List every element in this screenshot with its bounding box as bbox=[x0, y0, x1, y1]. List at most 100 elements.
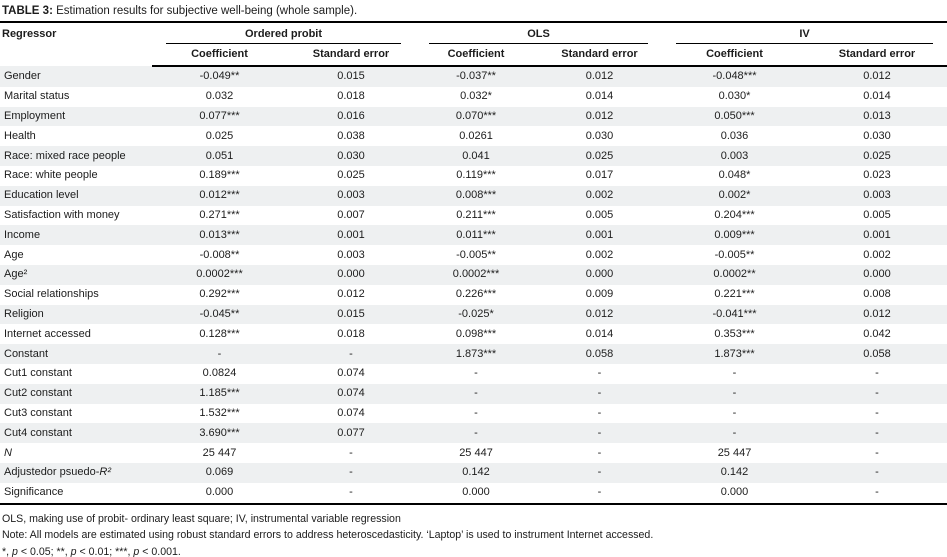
table-cell: 0.098*** bbox=[455, 327, 497, 340]
table-cell: 0.051 bbox=[205, 149, 234, 162]
table-cell: - bbox=[875, 446, 879, 459]
table-cell: 0.002 bbox=[585, 248, 614, 261]
table-cell: 0.002* bbox=[718, 189, 751, 202]
table-cell: 0.014 bbox=[585, 327, 614, 340]
table-cell: 0.074 bbox=[337, 367, 365, 380]
table-cell: 0.030 bbox=[585, 129, 614, 142]
table-row: Gender -0.049** 0.015 -0.037** 0.012 -0.048**… bbox=[0, 66, 947, 87]
table-cell: 0.0261 bbox=[459, 129, 493, 142]
group-header-ordered-probit: Ordered probit bbox=[152, 23, 415, 44]
table-cell: 0.003 bbox=[337, 189, 365, 202]
row-label: Religion bbox=[4, 307, 44, 320]
table-cell: 0.002 bbox=[585, 189, 614, 202]
table-cell: 0.009 bbox=[585, 288, 614, 301]
table-cell: 0.030 bbox=[863, 129, 891, 142]
table-row: Race: mixed race people 0.051 0.030 0.041 0.… bbox=[0, 146, 947, 166]
table-row: Significance 0.000-0.000-0.000- bbox=[0, 482, 947, 505]
results-table: Regressor Ordered probit OLS IV Coeffici… bbox=[0, 23, 947, 505]
table-cell: 0.003 bbox=[720, 149, 749, 162]
row-label: Age² bbox=[4, 268, 28, 281]
table-cell: 0.070*** bbox=[455, 109, 497, 122]
table-cell: 0.009*** bbox=[714, 228, 755, 241]
table-cell: 0.226*** bbox=[455, 288, 497, 301]
table-body: Gender -0.049** 0.015 -0.037** 0.012 -0.048**… bbox=[0, 66, 947, 505]
table-cell: 0.030 bbox=[337, 149, 365, 162]
table-cell: 1.185*** bbox=[199, 387, 240, 400]
footnote-line: *, p < 0.05; **, p < 0.01; ***, p < 0.00… bbox=[2, 545, 181, 557]
table-row: Cut2 constant 1.185*** 0.074 - - - - bbox=[0, 383, 947, 404]
row-label: Significance bbox=[0, 482, 152, 505]
table-cell: 0.018 bbox=[337, 90, 365, 103]
table-cell: 0.119*** bbox=[456, 169, 496, 182]
table-cell: 0.042 bbox=[863, 327, 891, 340]
table-cell: -0.049** bbox=[199, 70, 240, 83]
table-cell: - bbox=[474, 426, 478, 439]
table-cell: 0.012 bbox=[585, 70, 614, 83]
table-row: Satisfaction with money 0.271*** 0.007 0.21… bbox=[0, 206, 947, 226]
table-cell: - bbox=[597, 426, 602, 439]
table-cell: 0.012 bbox=[337, 288, 365, 301]
table-cell: 0.036 bbox=[720, 129, 749, 142]
table-cell: 0.211*** bbox=[456, 208, 496, 221]
row-label: N bbox=[4, 446, 12, 459]
table-cell: 0.003 bbox=[337, 248, 365, 261]
column-header-op-coefficient: Coefficient bbox=[152, 44, 287, 67]
table-cell: 0.011*** bbox=[456, 228, 496, 241]
table-cell: - bbox=[875, 466, 879, 479]
row-label: Gender bbox=[4, 69, 41, 82]
table-cell: - bbox=[732, 406, 737, 419]
table-cell: 0.000 bbox=[337, 268, 365, 281]
table-cell: 0.017 bbox=[585, 169, 614, 182]
table-cell: 0.005 bbox=[863, 208, 891, 221]
table-cell: 0.058 bbox=[863, 347, 891, 360]
table-row: Adjustedor psuedo-R² 0.069 - 0.142 - 0.142 - bbox=[0, 462, 947, 483]
table-cell: - bbox=[597, 367, 602, 380]
table-cell: - bbox=[474, 367, 478, 380]
table-cell: 1.873*** bbox=[455, 347, 497, 360]
table-cell: 25 447 bbox=[459, 446, 493, 459]
table-cell: 0.032 bbox=[205, 90, 234, 103]
table-cell: 0.025 bbox=[863, 149, 891, 162]
row-label: Constant bbox=[4, 347, 49, 360]
table-cell: - bbox=[217, 347, 222, 360]
table-cell: 0.142 bbox=[462, 466, 490, 479]
table-cell: - bbox=[875, 387, 879, 400]
table-cell: 0.0002*** bbox=[452, 268, 500, 281]
table-row: Age² 0.0002*** 0.000 0.0002*** 0.000 0.0002**… bbox=[0, 264, 947, 285]
table-cell: - bbox=[537, 482, 663, 505]
table-cell: 0.0824 bbox=[202, 367, 237, 380]
table-title: TABLE 3: Estimation results for subjecti… bbox=[0, 0, 947, 23]
column-header-ols-coefficient: Coefficient bbox=[415, 44, 538, 67]
table-cell: 0.001 bbox=[863, 228, 891, 241]
column-header-regressor: Regressor bbox=[2, 28, 57, 40]
table-cell: - bbox=[597, 406, 602, 419]
table-cell: -0.048*** bbox=[712, 70, 757, 83]
table-cell: 1.532*** bbox=[199, 406, 240, 419]
table-row: Income 0.013*** 0.001 0.011*** 0.001 0.009***… bbox=[0, 225, 947, 246]
table-cell: 0.353*** bbox=[714, 327, 755, 340]
row-label: Education level bbox=[4, 189, 79, 202]
footnote-line: OLS, making use of probit- ordinary leas… bbox=[2, 512, 401, 525]
table-row: Social relationships 0.292*** 0.012 0.226**… bbox=[0, 285, 947, 305]
table-cell: 0.069 bbox=[205, 466, 234, 479]
row-label: Cut2 constant bbox=[4, 387, 72, 400]
group-header-iv: IV bbox=[662, 23, 947, 44]
table-cell: - bbox=[732, 426, 737, 439]
table-cell: 25 447 bbox=[717, 446, 752, 459]
table-cell: - bbox=[349, 466, 353, 479]
table-row: Employment 0.077*** 0.016 0.070*** 0.012 0.05… bbox=[0, 106, 947, 127]
table-cell: - bbox=[349, 347, 353, 360]
table-cell: 0.014 bbox=[863, 90, 891, 103]
table-cell: 0.058 bbox=[585, 347, 614, 360]
row-label: Age bbox=[4, 248, 24, 261]
table-cell: 0.013 bbox=[863, 109, 891, 122]
table-cell: 0.000 bbox=[662, 482, 808, 505]
table-cell: 0.005 bbox=[585, 208, 614, 221]
row-label: Race: white people bbox=[4, 169, 98, 182]
column-header-iv-standard-error: Standard error bbox=[807, 44, 947, 67]
table-cell: 0.008*** bbox=[455, 189, 497, 202]
table-row: Constant - - 1.873*** 0.058 1.873*** 0.058 bbox=[0, 344, 947, 364]
row-label: Cut1 constant bbox=[4, 367, 72, 380]
table-cell: - bbox=[732, 387, 737, 400]
